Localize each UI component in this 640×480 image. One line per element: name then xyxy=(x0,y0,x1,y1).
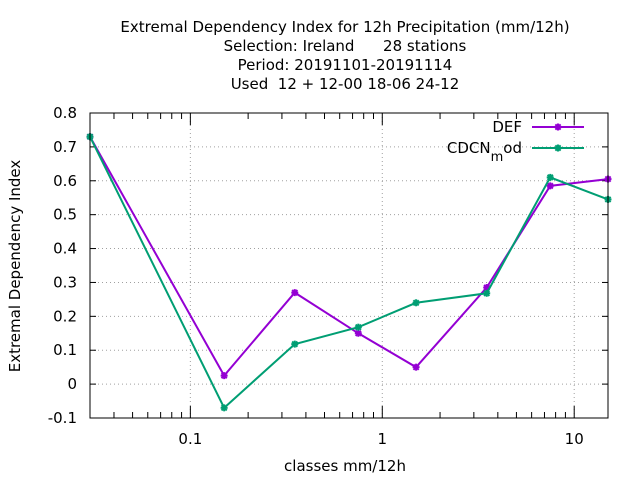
series-line xyxy=(89,136,609,410)
legend: DEF CDCNmod xyxy=(447,118,584,165)
legend-swatch-marker xyxy=(554,123,562,131)
axis-ticks: -0.1 0 0.1 0.2 0.3 0.4 0.5 0.6 0.7 0.8 0.1 1 10 xyxy=(48,104,608,448)
y-tick-label: 0.2 xyxy=(53,307,77,325)
x-tick-label: 10 xyxy=(565,430,584,448)
data-point xyxy=(412,363,420,371)
legend-entry: CDCNmod xyxy=(447,139,584,165)
title-line-2: Selection: Ireland 28 stations xyxy=(224,37,467,55)
legend-entry: DEF xyxy=(492,118,584,136)
data-point xyxy=(483,289,491,297)
y-tick-label: 0 xyxy=(67,375,77,393)
data-point xyxy=(412,299,420,307)
series-def xyxy=(86,133,612,380)
plot-frame xyxy=(89,112,609,419)
y-axis-label: Extremal Dependency Index xyxy=(6,160,24,373)
y-tick-label: 0.5 xyxy=(53,206,77,224)
series-area xyxy=(86,133,612,412)
title-line-3: Period: 20191101-20191114 xyxy=(238,56,453,74)
legend-label: DEF xyxy=(492,118,522,136)
data-point xyxy=(220,404,228,412)
x-tick-label: 0.1 xyxy=(178,430,202,448)
title-line-4: Used 12 + 12-00 18-06 24-12 xyxy=(231,75,460,93)
series-line xyxy=(89,136,609,378)
legend-label: CDCNmod xyxy=(447,139,522,165)
y-tick-label: 0.7 xyxy=(53,138,77,156)
y-tick-label: 0.8 xyxy=(53,104,77,122)
data-point xyxy=(546,173,554,181)
legend-swatch-marker xyxy=(554,144,562,152)
data-point xyxy=(354,329,362,337)
data-point xyxy=(220,372,228,380)
data-point xyxy=(291,289,299,297)
data-point xyxy=(354,323,362,331)
y-tick-label: 0.4 xyxy=(53,240,77,258)
y-tick-label: -0.1 xyxy=(48,409,77,427)
x-tick-label: 1 xyxy=(378,430,388,448)
y-tick-label: 0.3 xyxy=(53,273,77,291)
y-tick-label: 0.1 xyxy=(53,341,77,359)
grid xyxy=(90,113,608,418)
x-axis-label: classes mm/12h xyxy=(284,457,406,475)
data-point xyxy=(546,182,554,190)
chart-title: Extremal Dependency Index for 12h Precip… xyxy=(120,18,569,93)
data-point xyxy=(291,340,299,348)
title-line-1: Extremal Dependency Index for 12h Precip… xyxy=(120,18,569,36)
y-tick-label: 0.6 xyxy=(53,172,77,190)
